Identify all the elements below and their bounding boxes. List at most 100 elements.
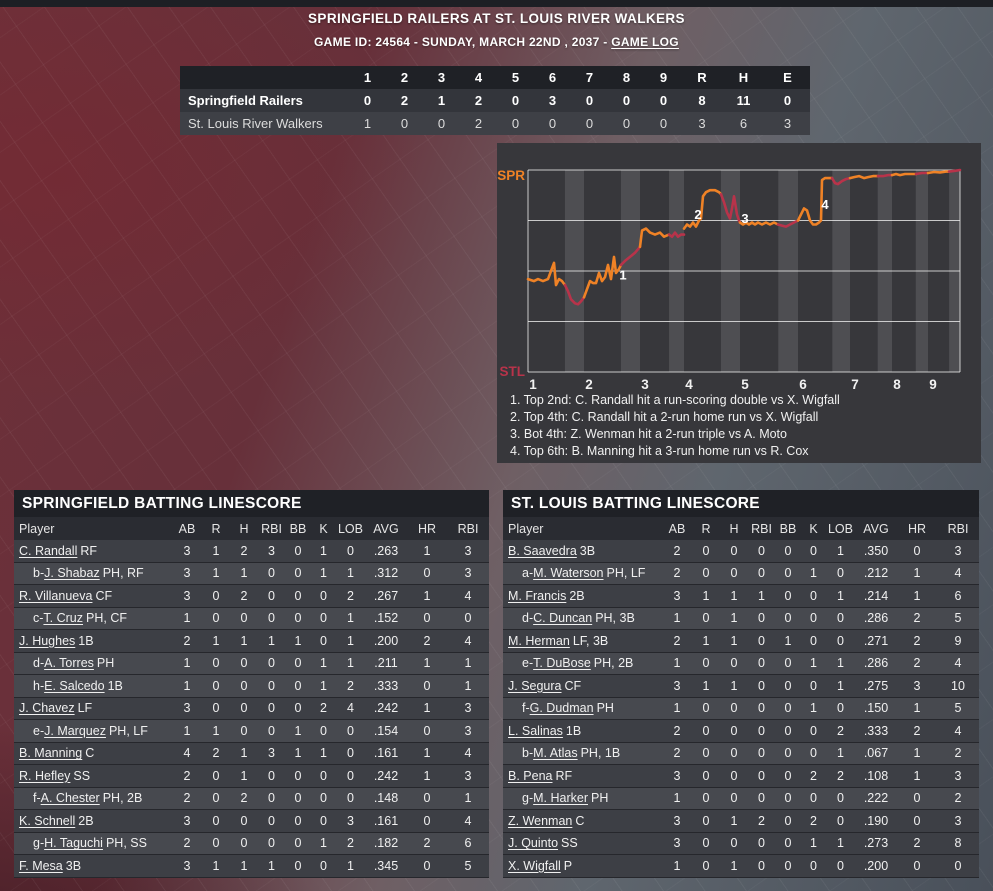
table-row: a-M. Waterson PH, LF 2 0 0 0 0 1 0 .212 1 4 <box>503 562 979 585</box>
table-row: e-T. DuBose PH, 2B 1 0 0 0 0 1 1 .286 2 4 <box>503 652 979 675</box>
player-link[interactable]: M. Waterson <box>533 566 604 581</box>
player-link[interactable]: J. Quinto <box>508 836 559 851</box>
linescore-row: Springfield Railers 0 2 1 2 0 3 0 0 0 8 11 0 <box>180 89 810 112</box>
stat-cell: 2 <box>423 633 431 648</box>
stat-cell: 1 <box>730 678 738 693</box>
inning-column-header: 9 <box>659 70 668 85</box>
stat-cell: 3 <box>673 813 681 828</box>
player-link[interactable]: M. Francis <box>508 588 567 603</box>
player-link[interactable]: B. Saavedra <box>508 543 577 558</box>
linescore-table: 1 2 3 4 5 6 7 8 9 R H E Springfield Railers 0 2 1 2 0 3 0 0 0… <box>180 66 810 135</box>
team-name: Springfield Railers <box>188 93 303 108</box>
stat-cell: 0 <box>464 611 472 626</box>
stat-cell: 0 <box>320 791 327 806</box>
player-cell: J. Quinto SS <box>503 836 662 850</box>
stat-cell: 0 <box>758 836 765 851</box>
column-header: LOB <box>337 521 363 536</box>
stat-cell: .267 <box>373 588 399 603</box>
player-cell: M. Herman LF, 3B <box>503 634 662 648</box>
stat-cell: 0 <box>294 813 302 828</box>
player-link[interactable]: F. Mesa <box>19 858 63 873</box>
stat-cell: 0 <box>240 723 248 738</box>
inning-runs-cell: 0 <box>585 93 594 108</box>
player-link[interactable]: J. Segura <box>508 678 562 693</box>
player-link[interactable]: L. Salinas <box>508 723 563 738</box>
key-play-item: 2. Top 4th: C. Randall hit a 2-run home … <box>510 410 819 424</box>
player-link[interactable]: C. Duncan <box>533 611 593 626</box>
wp-line-bot-7 <box>876 173 894 178</box>
player-link[interactable]: K. Schnell <box>19 813 76 828</box>
player-link[interactable]: Z. Wenman <box>508 813 573 828</box>
inning-column-header: 5 <box>511 70 520 85</box>
stat-cell: 1 <box>423 543 431 558</box>
stat-cell: 1 <box>183 656 191 671</box>
stat-cell: .333 <box>373 678 399 693</box>
player-link[interactable]: A. Torres <box>44 656 94 671</box>
table-row: Z. Wenman C 3 0 1 2 0 2 0 .190 0 3 <box>503 810 979 833</box>
stat-cell: 0 <box>702 701 710 716</box>
table-row: C. Randall RF 3 1 2 3 0 1 0 .263 1 3 <box>14 540 489 563</box>
player-link[interactable]: C. Randall <box>19 543 78 558</box>
game-log-link[interactable]: GAME LOG <box>611 35 679 49</box>
stl-axis-label: STL <box>500 364 526 379</box>
stat-cell: 1 <box>913 768 921 783</box>
stat-cell: 0 <box>784 656 792 671</box>
total-column-header: R <box>697 70 707 85</box>
player-link[interactable]: R. Hefley <box>19 768 71 783</box>
game-title: SPRINGFIELD RAILERS AT ST. LOUIS RIVER W… <box>308 11 685 26</box>
player-link[interactable]: B. Manning <box>19 746 83 761</box>
player-position: P <box>563 858 573 873</box>
stat-cell: 1 <box>268 858 275 873</box>
stat-cell: 1 <box>347 611 354 626</box>
player-link[interactable]: T. DuBose <box>533 656 591 671</box>
player-link[interactable]: M. Herman <box>508 633 570 648</box>
player-link[interactable]: X. Wigfall <box>508 858 561 873</box>
player-link[interactable]: R. Villanueva <box>19 588 93 603</box>
inning-runs-cell: 3 <box>548 93 557 108</box>
stat-cell: 0 <box>212 768 220 783</box>
player-position: LF <box>77 701 93 716</box>
column-header: AB <box>178 521 196 536</box>
stat-cell: 0 <box>837 566 844 581</box>
stat-cell: 0 <box>240 656 248 671</box>
stat-cell: 0 <box>212 791 220 806</box>
player-link[interactable]: M. Atlas <box>533 746 578 761</box>
stat-cell: .214 <box>863 588 889 603</box>
stat-cell: 0 <box>240 813 248 828</box>
stat-cell: 0 <box>268 588 275 603</box>
stat-cell: 1 <box>913 566 921 581</box>
player-link[interactable]: G. Dudman <box>529 701 594 716</box>
player-link[interactable]: J. Hughes <box>19 633 76 648</box>
stat-cell: 0 <box>784 723 792 738</box>
stat-cell: 0 <box>423 858 431 873</box>
stat-cell: 3 <box>673 836 681 851</box>
stat-cell: .286 <box>863 656 889 671</box>
stat-cell: 0 <box>758 791 765 806</box>
stat-cell: 0 <box>913 813 921 828</box>
stat-cell: .067 <box>863 746 889 761</box>
player-link[interactable]: J. Marquez <box>44 723 106 738</box>
stat-cell: 1 <box>810 656 817 671</box>
table-row: R. Villanueva CF 3 0 2 0 0 0 2 .267 1 4 <box>14 585 489 608</box>
game-subtitle: GAME ID: 24564 - SUNDAY, MARCH 22ND , 20… <box>0 35 993 49</box>
player-link[interactable]: A. Chester <box>40 791 100 806</box>
player-link[interactable]: H. Taguchi <box>44 836 103 851</box>
stat-cell: .286 <box>863 611 889 626</box>
player-link[interactable]: J. Shabaz <box>44 566 100 581</box>
team-name: St. Louis River Walkers <box>188 116 323 131</box>
stat-cell: 1 <box>673 611 681 626</box>
player-cell: f-A. Chester PH, 2B <box>33 791 143 806</box>
player-link[interactable]: M. Harker <box>533 791 588 806</box>
player-link[interactable]: J. Chavez <box>19 701 75 716</box>
player-position: PH, 2B <box>593 656 634 671</box>
stat-cell: 3 <box>464 543 472 558</box>
stat-cell: 2 <box>673 746 681 761</box>
player-cell: B. Saavedra 3B <box>503 544 662 558</box>
player-cell: d-C. Duncan PH, 3B <box>522 611 635 626</box>
player-link[interactable]: T. Cruz <box>43 611 84 626</box>
player-link[interactable]: E. Salcedo <box>44 678 105 693</box>
stat-cell: 2 <box>320 701 327 716</box>
player-position: 1B <box>78 633 94 648</box>
stat-cell: 0 <box>784 611 792 626</box>
player-link[interactable]: B. Pena <box>508 768 553 783</box>
